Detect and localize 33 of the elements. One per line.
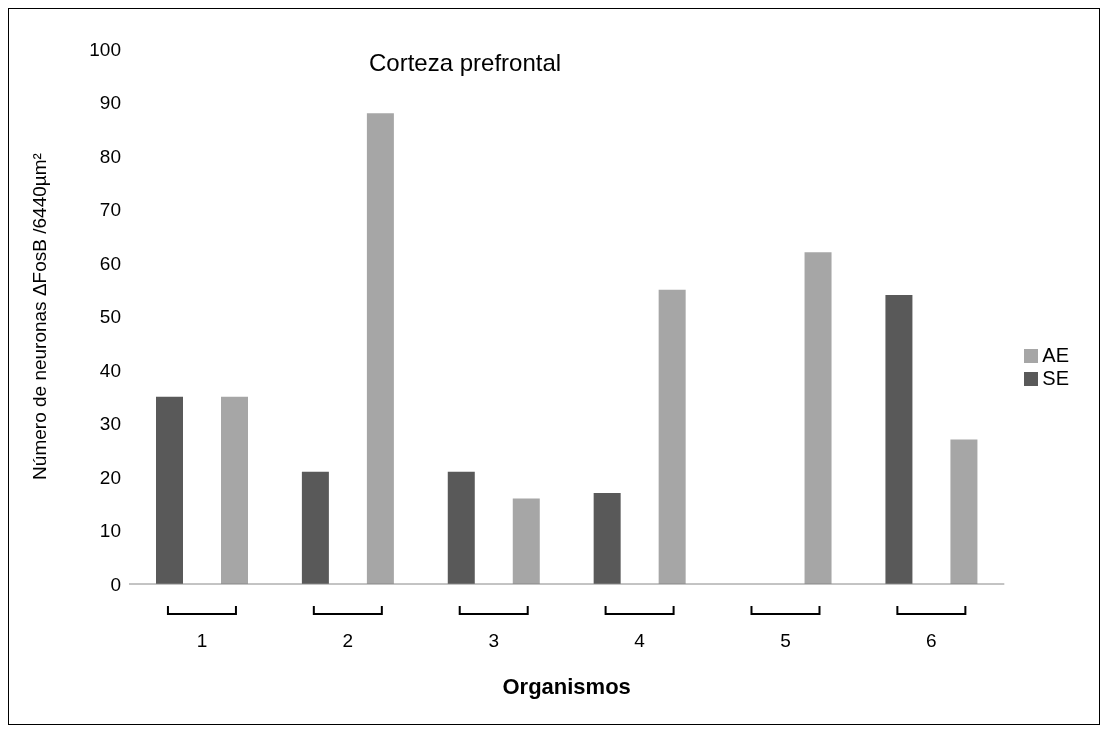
x-tick-label: 2 bbox=[342, 630, 354, 651]
y-axis-title: Número de neuronas ΔFosB /6440µm² bbox=[28, 153, 50, 480]
x-axis-title: Organismos bbox=[502, 674, 631, 699]
x-tick-label: 6 bbox=[926, 630, 937, 651]
bar bbox=[658, 289, 686, 584]
x-tick-label: 3 bbox=[488, 630, 499, 651]
bar bbox=[156, 396, 183, 584]
y-tick-label: 70 bbox=[99, 199, 121, 221]
y-tick-label: 20 bbox=[99, 466, 121, 488]
y-tick-label: 0 bbox=[110, 573, 121, 595]
x-tick-label: 4 bbox=[634, 630, 646, 651]
y-tick-label: 80 bbox=[99, 145, 121, 167]
bar bbox=[950, 439, 978, 584]
legend-label: SE bbox=[1042, 366, 1069, 389]
y-tick-label: 40 bbox=[99, 359, 121, 381]
x-tick-label: 5 bbox=[780, 630, 791, 651]
y-tick-label: 30 bbox=[99, 413, 121, 435]
y-tick-label: 50 bbox=[99, 306, 121, 328]
bar bbox=[593, 493, 621, 584]
chart-title: Corteza prefrontal bbox=[369, 49, 562, 77]
bar bbox=[512, 498, 540, 584]
bar bbox=[447, 471, 475, 584]
bar bbox=[804, 252, 832, 584]
bar bbox=[366, 113, 394, 584]
y-tick-label: 90 bbox=[99, 92, 121, 114]
bar bbox=[221, 396, 248, 584]
y-tick-label: 100 bbox=[89, 38, 121, 60]
bar bbox=[301, 471, 329, 584]
legend-label: AE bbox=[1042, 343, 1069, 366]
y-tick-label: 10 bbox=[99, 520, 121, 542]
x-tick-label: 1 bbox=[196, 630, 208, 651]
bar bbox=[885, 295, 913, 584]
y-tick-label: 60 bbox=[99, 252, 121, 274]
